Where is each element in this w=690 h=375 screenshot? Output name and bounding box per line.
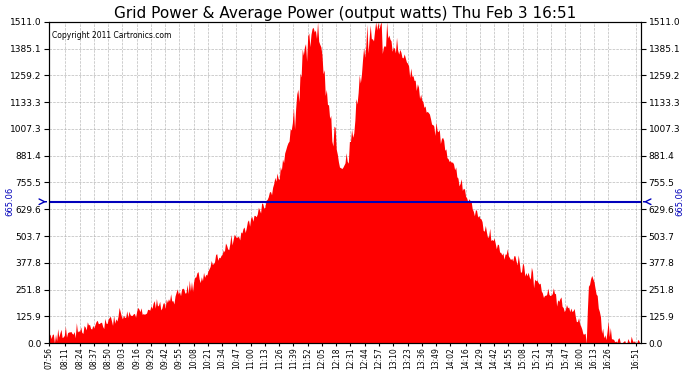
Text: 665.06: 665.06 bbox=[6, 187, 14, 216]
Text: 665.06: 665.06 bbox=[676, 187, 684, 216]
Text: Copyright 2011 Cartronics.com: Copyright 2011 Cartronics.com bbox=[52, 32, 171, 40]
Title: Grid Power & Average Power (output watts) Thu Feb 3 16:51: Grid Power & Average Power (output watts… bbox=[114, 6, 576, 21]
